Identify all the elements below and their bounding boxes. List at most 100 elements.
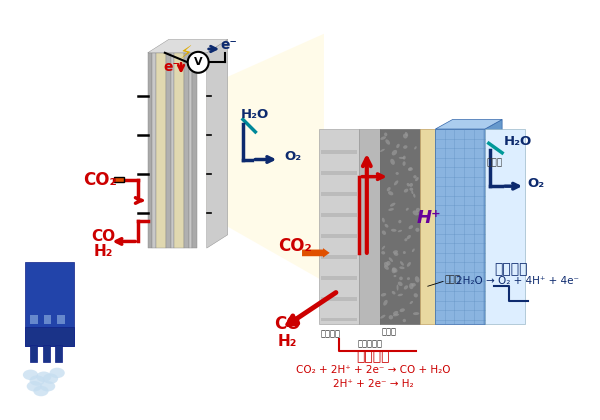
Bar [148, 53, 152, 248]
Ellipse shape [409, 225, 413, 229]
Polygon shape [485, 119, 502, 324]
Text: CO₂: CO₂ [278, 237, 312, 255]
Bar [25, 327, 74, 346]
Ellipse shape [392, 267, 398, 273]
Ellipse shape [389, 315, 393, 320]
Ellipse shape [50, 368, 65, 378]
Text: O₂: O₂ [528, 177, 545, 190]
Ellipse shape [409, 283, 413, 289]
Ellipse shape [407, 183, 410, 186]
Ellipse shape [386, 261, 391, 265]
Bar [485, 129, 525, 324]
Bar [55, 345, 62, 362]
Ellipse shape [384, 132, 388, 137]
Bar [436, 129, 485, 324]
Ellipse shape [415, 228, 419, 232]
Ellipse shape [380, 149, 385, 152]
Ellipse shape [393, 250, 398, 254]
Ellipse shape [403, 145, 407, 149]
Bar [44, 315, 52, 324]
Ellipse shape [404, 238, 407, 242]
Ellipse shape [382, 246, 385, 249]
Ellipse shape [412, 283, 416, 286]
Ellipse shape [388, 208, 394, 211]
Bar [359, 129, 380, 324]
Ellipse shape [413, 293, 418, 297]
Bar [31, 345, 37, 362]
Ellipse shape [407, 277, 410, 280]
Ellipse shape [381, 293, 386, 297]
Bar [25, 262, 74, 346]
Text: CO₂ + 2H⁺ + 2e⁻ → CO + H₂O: CO₂ + 2H⁺ + 2e⁻ → CO + H₂O [296, 365, 451, 375]
Bar [57, 315, 65, 324]
Bar [175, 53, 184, 248]
Ellipse shape [407, 235, 411, 239]
Text: H₂O: H₂O [241, 108, 269, 121]
Bar [193, 53, 197, 248]
Ellipse shape [392, 291, 395, 294]
Bar [156, 53, 166, 248]
Ellipse shape [414, 146, 417, 150]
Polygon shape [207, 39, 228, 248]
Text: e⁻: e⁻ [163, 60, 180, 74]
Ellipse shape [394, 275, 397, 277]
Ellipse shape [40, 381, 55, 391]
Ellipse shape [413, 210, 419, 215]
Ellipse shape [389, 257, 393, 262]
Bar [166, 53, 170, 248]
Text: ガス流路: ガス流路 [320, 329, 340, 339]
Ellipse shape [395, 172, 399, 175]
Text: O₂: O₂ [284, 150, 301, 163]
Ellipse shape [382, 231, 386, 235]
Text: アノード: アノード [494, 262, 528, 276]
Ellipse shape [394, 252, 398, 256]
Ellipse shape [409, 188, 413, 191]
Bar [380, 129, 420, 324]
Ellipse shape [405, 132, 408, 136]
Polygon shape [436, 119, 502, 129]
Text: 2H₂O → O₂ + 4H⁺ + 4e⁻: 2H₂O → O₂ + 4H⁺ + 4e⁻ [457, 276, 580, 286]
Text: H₂: H₂ [93, 244, 113, 260]
Circle shape [188, 52, 209, 73]
Bar [420, 129, 436, 324]
Ellipse shape [403, 251, 406, 254]
Ellipse shape [403, 161, 406, 166]
Text: 触媒層: 触媒層 [382, 328, 397, 336]
Ellipse shape [415, 276, 419, 283]
Ellipse shape [388, 191, 394, 195]
Text: e⁻: e⁻ [220, 38, 237, 52]
Bar [319, 129, 359, 324]
Ellipse shape [43, 373, 58, 384]
Text: CO₂: CO₂ [83, 171, 117, 189]
Text: カソード: カソード [357, 349, 390, 363]
Bar [43, 345, 50, 362]
Ellipse shape [36, 372, 52, 382]
Ellipse shape [410, 301, 413, 304]
Bar [321, 192, 357, 196]
Ellipse shape [396, 144, 400, 148]
Bar [184, 53, 188, 248]
Ellipse shape [399, 276, 403, 280]
Ellipse shape [406, 208, 409, 211]
Ellipse shape [398, 220, 401, 223]
Ellipse shape [385, 139, 390, 145]
Ellipse shape [29, 375, 45, 386]
Ellipse shape [411, 191, 413, 194]
Ellipse shape [384, 262, 389, 267]
Ellipse shape [403, 319, 406, 322]
Bar [321, 318, 357, 321]
Ellipse shape [404, 189, 408, 193]
Ellipse shape [412, 249, 415, 252]
Ellipse shape [390, 159, 395, 165]
Ellipse shape [393, 314, 399, 316]
Ellipse shape [398, 230, 402, 232]
Ellipse shape [408, 167, 413, 171]
Bar [321, 276, 357, 280]
Ellipse shape [26, 381, 42, 391]
Ellipse shape [407, 262, 411, 267]
Ellipse shape [400, 308, 405, 312]
Text: V: V [194, 57, 202, 67]
Text: H₂O: H₂O [504, 135, 532, 148]
Ellipse shape [392, 150, 397, 155]
Ellipse shape [413, 194, 415, 198]
